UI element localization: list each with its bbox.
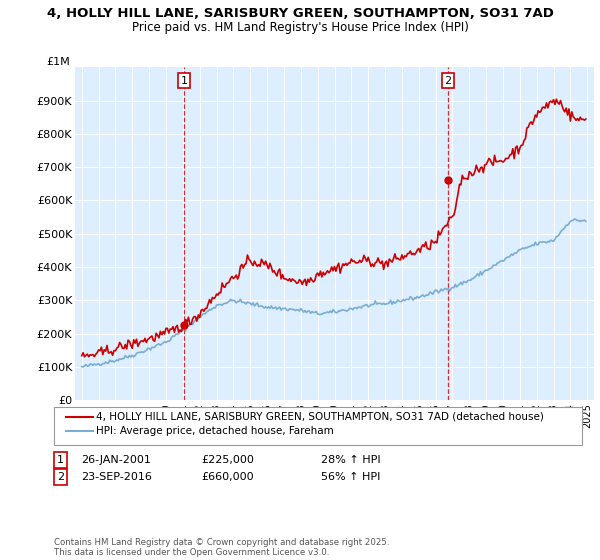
Text: 4, HOLLY HILL LANE, SARISBURY GREEN, SOUTHAMPTON, SO31 7AD: 4, HOLLY HILL LANE, SARISBURY GREEN, SOU… <box>47 7 553 20</box>
Text: 2: 2 <box>57 472 64 482</box>
Text: Price paid vs. HM Land Registry's House Price Index (HPI): Price paid vs. HM Land Registry's House … <box>131 21 469 34</box>
Text: 28% ↑ HPI: 28% ↑ HPI <box>321 455 380 465</box>
Text: 56% ↑ HPI: 56% ↑ HPI <box>321 472 380 482</box>
Text: £660,000: £660,000 <box>201 472 254 482</box>
Text: 26-JAN-2001: 26-JAN-2001 <box>81 455 151 465</box>
Text: HPI: Average price, detached house, Fareham: HPI: Average price, detached house, Fare… <box>96 426 334 436</box>
Text: £225,000: £225,000 <box>201 455 254 465</box>
Text: 4, HOLLY HILL LANE, SARISBURY GREEN, SOUTHAMPTON, SO31 7AD (detached house): 4, HOLLY HILL LANE, SARISBURY GREEN, SOU… <box>96 412 544 422</box>
Text: 2: 2 <box>445 76 451 86</box>
Text: 1: 1 <box>57 455 64 465</box>
Text: Contains HM Land Registry data © Crown copyright and database right 2025.
This d: Contains HM Land Registry data © Crown c… <box>54 538 389 557</box>
Text: £1M: £1M <box>46 57 70 67</box>
Text: 1: 1 <box>181 76 188 86</box>
Text: 23-SEP-2016: 23-SEP-2016 <box>81 472 152 482</box>
